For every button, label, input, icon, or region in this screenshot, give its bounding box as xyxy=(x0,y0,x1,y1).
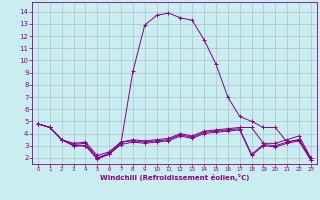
X-axis label: Windchill (Refroidissement éolien,°C): Windchill (Refroidissement éolien,°C) xyxy=(100,174,249,181)
